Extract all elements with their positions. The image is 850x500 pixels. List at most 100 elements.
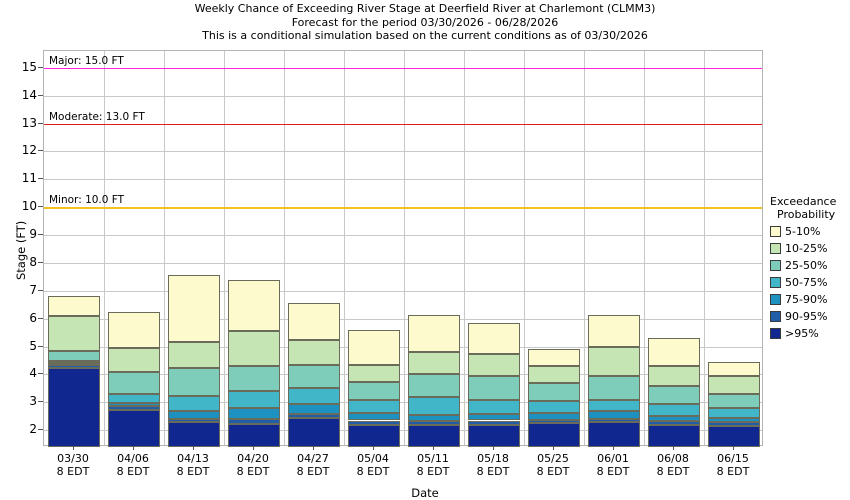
bar-segment[interactable] — [227, 424, 281, 447]
bar-segment[interactable] — [467, 322, 521, 355]
bar-segment[interactable] — [407, 421, 461, 426]
bar-segment[interactable] — [707, 361, 761, 376]
bar-segment[interactable] — [347, 412, 401, 421]
stacked-bar[interactable] — [107, 51, 161, 447]
bar-segment[interactable] — [47, 360, 101, 363]
legend-item[interactable]: >95% — [770, 326, 850, 340]
bar-segment[interactable] — [107, 372, 161, 394]
stacked-bar[interactable] — [287, 51, 341, 447]
legend-item[interactable]: 50-75% — [770, 275, 850, 289]
bar-segment[interactable] — [287, 417, 341, 447]
bar-segment[interactable] — [467, 420, 521, 425]
bar-segment[interactable] — [527, 382, 581, 401]
stacked-bar[interactable] — [47, 51, 101, 447]
bar-segment[interactable] — [107, 402, 161, 406]
bar-segment[interactable] — [287, 364, 341, 388]
bar-segment[interactable] — [227, 407, 281, 420]
stacked-bar[interactable] — [407, 51, 461, 447]
bar-segment[interactable] — [467, 354, 521, 376]
bar-segment[interactable] — [647, 385, 701, 404]
bar-segment[interactable] — [647, 403, 701, 416]
bar-segment[interactable] — [47, 315, 101, 351]
bar-segment[interactable] — [407, 414, 461, 422]
bar-segment[interactable] — [587, 411, 641, 419]
legend-item[interactable]: 90-95% — [770, 309, 850, 323]
bar-segment[interactable] — [467, 424, 521, 447]
bar-segment[interactable] — [287, 303, 341, 340]
stacked-bar[interactable] — [707, 51, 761, 447]
bar-segment[interactable] — [167, 418, 221, 422]
bar-segment[interactable] — [47, 364, 101, 368]
stacked-bar[interactable] — [227, 51, 281, 447]
bar-segment[interactable] — [167, 421, 221, 447]
bar-segment[interactable] — [227, 419, 281, 425]
legend-item[interactable]: 5-10% — [770, 224, 850, 238]
bar-segment[interactable] — [407, 314, 461, 352]
bar-segment[interactable] — [107, 410, 161, 447]
bar-segment[interactable] — [407, 425, 461, 447]
stacked-bar[interactable] — [347, 51, 401, 447]
bar-segment[interactable] — [287, 387, 341, 404]
stacked-bar[interactable] — [167, 51, 221, 447]
bar-segment[interactable] — [407, 351, 461, 374]
bar-segment[interactable] — [587, 399, 641, 412]
stacked-bar[interactable] — [467, 51, 521, 447]
bar-segment[interactable] — [347, 329, 401, 365]
bar-segment[interactable] — [527, 412, 581, 420]
bar-segment[interactable] — [467, 414, 521, 421]
bar-segment[interactable] — [47, 350, 101, 361]
stacked-bar[interactable] — [587, 51, 641, 447]
bar-segment[interactable] — [107, 394, 161, 403]
legend-item[interactable]: 25-50% — [770, 258, 850, 272]
bar-segment[interactable] — [227, 279, 281, 332]
bar-segment[interactable] — [167, 396, 221, 411]
bar-segment[interactable] — [647, 338, 701, 367]
bar-segment[interactable] — [707, 375, 761, 394]
bar-segment[interactable] — [107, 405, 161, 411]
bar-segment[interactable] — [707, 394, 761, 408]
bar-segment[interactable] — [527, 348, 581, 367]
stacked-bar[interactable] — [527, 51, 581, 447]
bar-segment[interactable] — [707, 417, 761, 423]
bar-segment[interactable] — [647, 415, 701, 422]
bar-segment[interactable] — [587, 346, 641, 376]
bar-segment[interactable] — [587, 375, 641, 400]
bar-segment[interactable] — [287, 414, 341, 418]
bar-segment[interactable] — [527, 400, 581, 413]
bar-segment[interactable] — [107, 311, 161, 348]
bar-segment[interactable] — [347, 420, 401, 425]
bar-segment[interactable] — [647, 425, 701, 447]
bar-segment[interactable] — [107, 348, 161, 373]
bar-segment[interactable] — [407, 397, 461, 415]
stacked-bar[interactable] — [647, 51, 701, 447]
bar-segment[interactable] — [47, 296, 101, 316]
bar-segment[interactable] — [287, 339, 341, 365]
legend-item[interactable]: 75-90% — [770, 292, 850, 306]
bar-segment[interactable] — [347, 382, 401, 400]
bar-segment[interactable] — [227, 391, 281, 408]
bar-segment[interactable] — [707, 426, 761, 447]
bar-segment[interactable] — [647, 421, 701, 426]
bar-segment[interactable] — [227, 331, 281, 367]
bar-segment[interactable] — [587, 422, 641, 447]
legend-item[interactable]: 10-25% — [770, 241, 850, 255]
bar-segment[interactable] — [167, 410, 221, 419]
bar-segment[interactable] — [167, 368, 221, 397]
bar-segment[interactable] — [167, 341, 221, 369]
bar-segment[interactable] — [587, 314, 641, 347]
bar-segment[interactable] — [467, 399, 521, 415]
bar-segment[interactable] — [467, 375, 521, 400]
bar-segment[interactable] — [587, 418, 641, 423]
bar-segment[interactable] — [647, 366, 701, 386]
bar-segment[interactable] — [347, 364, 401, 383]
bar-segment[interactable] — [287, 403, 341, 415]
bar-segment[interactable] — [527, 366, 581, 383]
bar-segment[interactable] — [707, 407, 761, 418]
bar-segment[interactable] — [347, 424, 401, 447]
bar-segment[interactable] — [707, 422, 761, 427]
bar-segment[interactable] — [347, 399, 401, 413]
bar-segment[interactable] — [527, 419, 581, 424]
bar-segment[interactable] — [227, 366, 281, 392]
bar-segment[interactable] — [47, 367, 101, 447]
bar-segment[interactable] — [407, 373, 461, 398]
